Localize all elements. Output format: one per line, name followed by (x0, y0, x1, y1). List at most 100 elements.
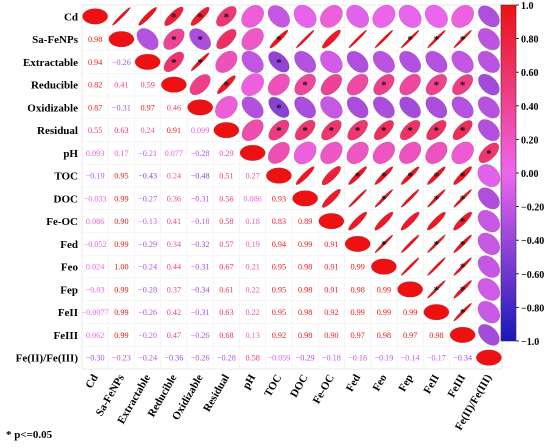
row-label: Oxidizable (27, 102, 78, 114)
significance-star: * (355, 171, 361, 183)
significance-star: * (355, 125, 361, 137)
correlation-value: 0.63 (219, 308, 233, 317)
significance-star: * (329, 125, 335, 137)
ellipse-mark (476, 349, 502, 366)
significance-star: * (276, 102, 282, 114)
correlation-value: −0.28 (138, 285, 157, 294)
correlation-value: 0.97 (350, 331, 364, 340)
correlation-value: 0.99 (114, 240, 128, 249)
ellipse-mark (374, 211, 394, 231)
ellipse-mark (399, 141, 422, 164)
ellipse-mark (400, 189, 420, 208)
ellipse-mark (216, 75, 236, 95)
correlation-value: 0.90 (114, 217, 128, 226)
correlation-value: 0.94 (272, 240, 286, 249)
ellipse-mark (449, 326, 476, 343)
row-label: pH (63, 148, 78, 160)
significance-star: * (434, 80, 440, 92)
correlation-value: 1.00 (114, 263, 128, 272)
ellipse-mark (398, 4, 422, 28)
row-label: DOC (54, 193, 79, 205)
correlation-value: −0.17 (427, 354, 446, 363)
correlation-value: −0.26 (191, 331, 210, 340)
ellipse-mark (293, 141, 317, 165)
correlation-value: −0.13 (138, 217, 157, 226)
correlation-value: 0.98 (350, 285, 364, 294)
ellipse-mark (190, 6, 210, 26)
correlation-value: −0.28 (217, 354, 236, 363)
colorbar-tick-label: −1.0 (521, 337, 539, 348)
correlation-value: −0.21 (138, 149, 157, 158)
ellipse-mark (163, 28, 185, 50)
correlation-value: 0.83 (272, 217, 286, 226)
correlation-value: 0.98 (298, 263, 312, 272)
correlation-value: 0.27 (245, 172, 259, 181)
correlation-value: 0.24 (167, 172, 181, 181)
correlation-value: 0.19 (245, 240, 259, 249)
correlation-value: 0.077 (165, 149, 183, 158)
ellipse-mark (161, 76, 187, 93)
ellipse-mark (295, 166, 315, 185)
ellipse-mark (451, 50, 474, 73)
ellipse-mark (190, 52, 210, 72)
ellipse-mark (452, 120, 473, 141)
ellipse-mark (373, 96, 395, 119)
significance-star: * (276, 34, 282, 46)
correlation-value: −0.18 (191, 217, 210, 226)
correlation-value: −0.29 (296, 354, 315, 363)
correlation-value: 0.97 (140, 103, 154, 112)
row-label: Fep (60, 284, 78, 296)
ellipse-mark (453, 302, 472, 322)
significance-star: * (460, 34, 466, 46)
ellipse-mark (397, 281, 423, 298)
row-label: FeII (58, 307, 78, 319)
ellipse-mark (453, 29, 472, 49)
ellipse-mark (269, 29, 289, 49)
colorbar (500, 4, 517, 342)
ellipse-mark (112, 7, 131, 26)
significance-star: * (171, 57, 177, 69)
ellipse-mark (321, 29, 341, 49)
correlation-value: −0.48 (191, 172, 210, 181)
correlation-value: 0.062 (86, 331, 104, 340)
correlation-value: 0.13 (245, 331, 259, 340)
ellipse-mark (374, 189, 394, 208)
correlation-value: −0.27 (138, 194, 157, 203)
ellipse-mark (427, 257, 446, 276)
ellipse-mark (425, 50, 448, 73)
ellipse-mark (453, 211, 473, 231)
ellipse-mark (427, 189, 446, 208)
ellipse-mark (320, 5, 343, 28)
ellipse-mark (267, 5, 291, 28)
ellipse-mark (346, 4, 370, 28)
correlation-value: 0.91 (167, 126, 181, 135)
ellipse-mark (348, 166, 367, 185)
significance-star: * (407, 171, 413, 183)
correlation-value: −0.31 (191, 308, 210, 317)
ellipse-mark (241, 119, 264, 142)
correlation-value: −0.059 (267, 354, 290, 363)
correlation-value: −0.36 (164, 354, 183, 363)
ellipse-mark (321, 188, 341, 208)
ellipse-mark (427, 211, 446, 231)
ellipse-mark (371, 258, 397, 275)
ellipse-mark (425, 96, 448, 119)
significance-star: * (302, 80, 308, 92)
ellipse-mark (213, 122, 240, 139)
correlation-value: 0.98 (298, 331, 312, 340)
ellipse-mark (427, 29, 446, 49)
ellipse-mark (374, 166, 394, 185)
ellipse-mark (451, 96, 474, 119)
correlation-value: 0.18 (245, 217, 259, 226)
ellipse-mark (477, 28, 500, 51)
significance-star: * (276, 57, 282, 69)
ellipse-mark (399, 119, 421, 141)
column-label: Fe-OC (311, 372, 337, 406)
correlation-value: 0.99 (350, 263, 364, 272)
correlation-value: 0.91 (324, 285, 338, 294)
correlation-value: 0.22 (245, 308, 259, 317)
ellipse-mark (372, 4, 396, 28)
correlation-value: 0.47 (167, 331, 181, 340)
significance-star: * (171, 11, 177, 23)
